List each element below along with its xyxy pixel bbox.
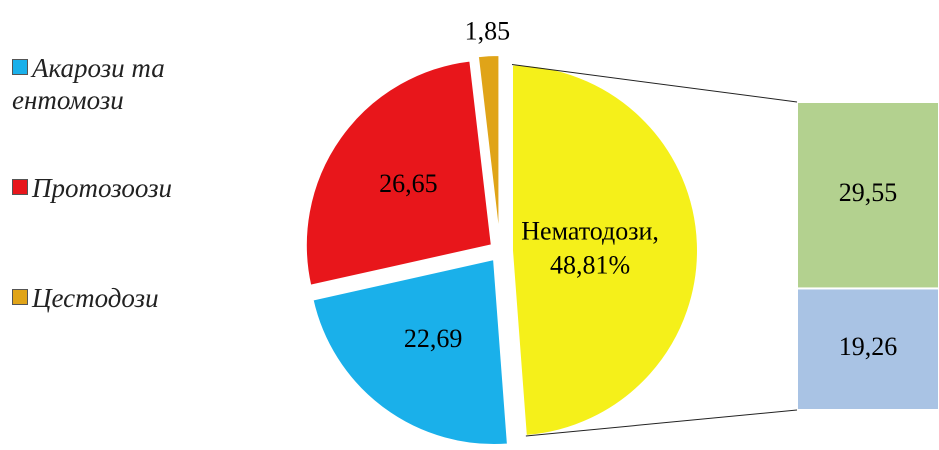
legend-label: Цестодози — [32, 283, 159, 313]
data-label: 19,26 — [839, 332, 898, 361]
data-label: 1,85 — [465, 16, 511, 45]
data-label: 48,81% — [550, 251, 630, 280]
legend-label: Протозоози — [32, 173, 172, 203]
legend-entry: Протозоози — [12, 172, 212, 204]
slice-label: Нематодози, — [521, 217, 659, 246]
data-label: 26,65 — [379, 169, 438, 198]
connector — [525, 409, 798, 437]
data-label: 22,69 — [404, 324, 463, 353]
pie-slice — [304, 59, 493, 287]
legend-label: Акарози та ентомози — [12, 53, 165, 115]
pie-slice — [510, 63, 699, 438]
legend-swatch — [12, 59, 28, 75]
data-label: 29,55 — [839, 178, 898, 207]
legend-swatch — [12, 179, 28, 195]
legend-entry: Акарози та ентомози — [12, 52, 212, 116]
pie-slice — [476, 54, 501, 242]
legend-swatch — [12, 289, 28, 305]
bar-segment — [796, 287, 939, 411]
connector — [511, 64, 798, 103]
legend-entry: Цестодози — [12, 282, 212, 314]
bar-segment — [796, 101, 939, 290]
pie-slice — [311, 257, 510, 447]
